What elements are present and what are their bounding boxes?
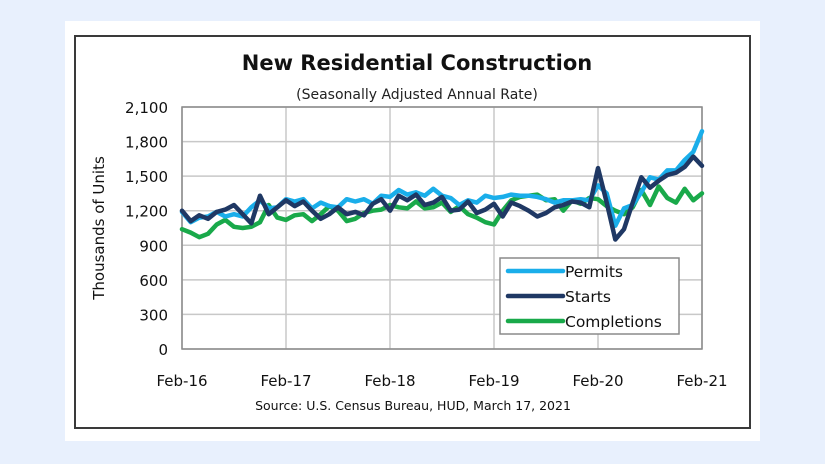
gridlines [181,106,703,350]
legend-label-completions: Completions [565,313,662,331]
y-tick-label: 300 [139,306,168,324]
y-tick-label: 600 [139,272,168,290]
chart-subtitle: (Seasonally Adjusted Annual Rate) [296,87,538,103]
y-axis-label: Thousands of Units [90,156,108,301]
source-note: Source: U.S. Census Bureau, HUD, March 1… [255,398,571,413]
x-tick-label: Feb-16 [156,372,207,390]
y-axis-ticks: 0 300 600 900 1,200 1,500 1,800 2,100 [125,99,168,359]
x-tick-label: Feb-19 [468,372,519,390]
x-tick-label: Feb-21 [676,372,727,390]
chart-title: New Residential Construction [242,51,592,75]
series-line-starts [179,154,705,242]
y-tick-label: 900 [139,237,168,255]
x-axis-ticks: Feb-16 Feb-17 Feb-18 Feb-19 Feb-20 Feb-21 [156,372,727,390]
x-tick-label: Feb-20 [572,372,623,390]
chart-frame [74,35,751,429]
legend-label-permits: Permits [565,263,623,281]
y-tick-label: 2,100 [125,99,168,117]
y-tick-label: 1,800 [125,134,168,152]
y-tick-label: 1,500 [125,168,168,186]
y-tick-label: 1,200 [125,203,168,221]
y-tick-label: 0 [158,341,168,359]
series-lines [179,128,705,242]
legend: Permits Starts Completions [499,257,680,335]
series-line-permits [179,128,705,228]
series-line-completions [179,184,705,240]
legend-label-starts: Starts [565,288,611,306]
x-tick-label: Feb-17 [260,372,311,390]
x-tick-label: Feb-18 [364,372,415,390]
